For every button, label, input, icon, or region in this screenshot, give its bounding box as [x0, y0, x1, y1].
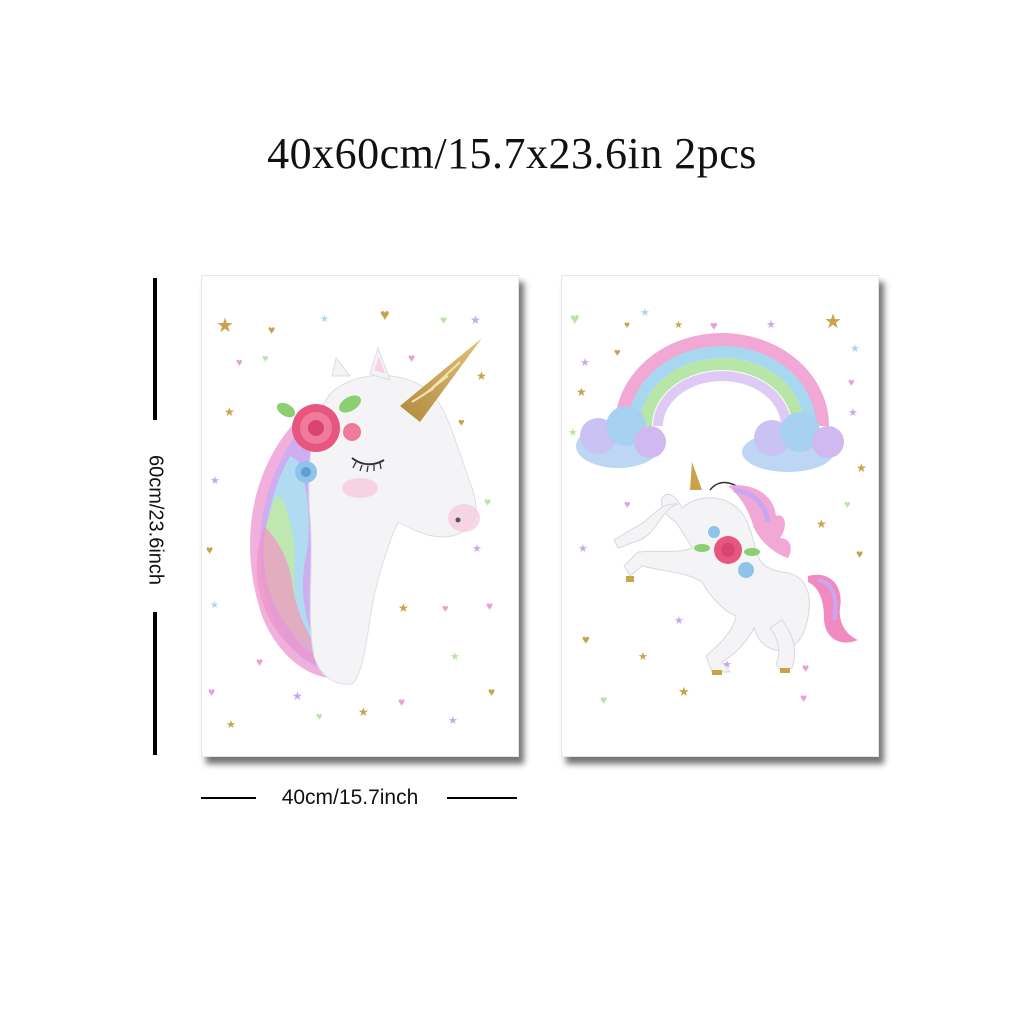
svg-text:♥: ♥ [486, 599, 493, 613]
svg-text:★: ★ [398, 601, 409, 615]
svg-text:♥: ♥ [614, 347, 621, 359]
svg-text:♥: ♥ [624, 320, 630, 331]
svg-text:♥: ♥ [262, 353, 269, 365]
svg-text:♥: ♥ [844, 499, 851, 511]
height-dimension-label: 60cm/23.6inch [144, 454, 167, 586]
svg-text:★: ★ [722, 659, 732, 671]
svg-text:★: ★ [578, 543, 588, 555]
svg-text:★: ★ [824, 311, 842, 333]
svg-text:★: ★ [856, 461, 867, 475]
svg-text:★: ★ [292, 689, 303, 703]
svg-text:★: ★ [224, 405, 235, 419]
svg-text:♥: ♥ [582, 632, 590, 647]
width-dimension-label: 40cm/15.7inch [281, 786, 419, 809]
prancing-unicorn [613, 462, 858, 675]
svg-text:★: ★ [638, 651, 648, 663]
svg-text:★: ★ [580, 357, 590, 369]
svg-text:♥: ♥ [710, 318, 718, 333]
svg-text:♥: ♥ [848, 377, 855, 389]
svg-text:★: ★ [448, 715, 458, 727]
svg-text:♥: ♥ [408, 351, 415, 365]
svg-text:★: ★ [640, 307, 650, 319]
svg-text:★: ★ [674, 615, 684, 627]
svg-text:♥: ♥ [268, 323, 275, 337]
svg-text:★: ★ [850, 343, 860, 355]
svg-text:♥: ♥ [488, 685, 495, 699]
svg-text:★: ★ [678, 684, 690, 699]
svg-text:★: ★ [470, 313, 481, 327]
svg-text:★: ★ [358, 705, 369, 719]
svg-text:♥: ♥ [256, 655, 263, 669]
sparkle-confetti: ★ ♥ ♥ ★ ♥ ★ ♥ ♥ ♥ ★ ★ ♥ ★ ♥ ♥ ★ ★ ♥ ★ ♥ … [206, 307, 495, 731]
width-dimension-line-left [201, 797, 256, 799]
rainbow [615, 333, 829, 427]
poster-unicorn-rainbow: ♥ ♥ ★ ★ ♥ ★ ★ ★ ♥ ★ ★ ♥ ★ ★ ★ ♥ ♥ ★ ♥ ★ … [561, 275, 879, 757]
unicorn-head [308, 338, 482, 685]
svg-text:★: ★ [766, 319, 776, 331]
svg-text:★: ★ [226, 719, 236, 731]
sparkle-confetti: ♥ ♥ ★ ★ ♥ ★ ★ ★ ♥ ★ ★ ♥ ★ ★ ★ ♥ ♥ ★ ♥ ★ … [568, 307, 867, 707]
unicorn-rainbow-illustration: ♥ ♥ ★ ★ ♥ ★ ★ ★ ♥ ★ ★ ♥ ★ ★ ★ ♥ ♥ ★ ♥ ★ … [568, 307, 867, 707]
svg-text:♥: ♥ [440, 313, 447, 327]
cloud-left [576, 406, 666, 468]
svg-text:★: ★ [674, 320, 683, 331]
svg-text:★: ★ [816, 517, 827, 531]
product-size-title: 40x60cm/15.7x23.6in 2pcs [267, 129, 757, 178]
svg-text:★: ★ [320, 314, 329, 325]
svg-text:♥: ♥ [442, 603, 449, 615]
cloud-right [742, 412, 844, 472]
height-dimension-line-bottom [153, 612, 157, 755]
svg-text:★: ★ [576, 385, 587, 399]
svg-text:♥: ♥ [458, 417, 465, 429]
width-dimension-line-right [447, 797, 517, 799]
svg-text:★: ★ [210, 475, 220, 487]
svg-text:★: ★ [216, 315, 234, 337]
svg-text:♥: ♥ [208, 685, 215, 699]
height-dimension-line-top [153, 278, 157, 420]
svg-text:♥: ♥ [600, 693, 607, 707]
svg-text:★: ★ [476, 369, 487, 383]
svg-text:♥: ♥ [398, 695, 405, 709]
rose-flower [276, 395, 361, 483]
poster-unicorn-head: ★ ♥ ♥ ★ ♥ ★ ♥ ♥ ♥ ★ ★ ♥ ★ ♥ ♥ ★ ★ ♥ ★ ♥ … [201, 275, 519, 757]
svg-text:♥: ♥ [206, 543, 213, 557]
svg-text:♥: ♥ [316, 711, 323, 723]
svg-text:★: ★ [450, 651, 460, 663]
svg-text:♥: ♥ [856, 547, 863, 561]
svg-text:♥: ♥ [380, 307, 390, 324]
svg-text:★: ★ [848, 407, 858, 419]
svg-text:♥: ♥ [570, 311, 580, 328]
svg-text:★: ★ [568, 427, 578, 439]
unicorn-head-illustration: ★ ♥ ♥ ★ ♥ ★ ♥ ♥ ♥ ★ ★ ♥ ★ ♥ ♥ ★ ★ ♥ ★ ♥ … [206, 307, 495, 731]
svg-text:♥: ♥ [624, 499, 631, 511]
svg-text:♥: ♥ [236, 357, 243, 369]
svg-text:♥: ♥ [484, 495, 491, 509]
svg-text:★: ★ [210, 600, 219, 611]
svg-text:♥: ♥ [800, 691, 807, 705]
svg-text:★: ★ [472, 543, 482, 555]
svg-text:♥: ♥ [802, 661, 809, 675]
